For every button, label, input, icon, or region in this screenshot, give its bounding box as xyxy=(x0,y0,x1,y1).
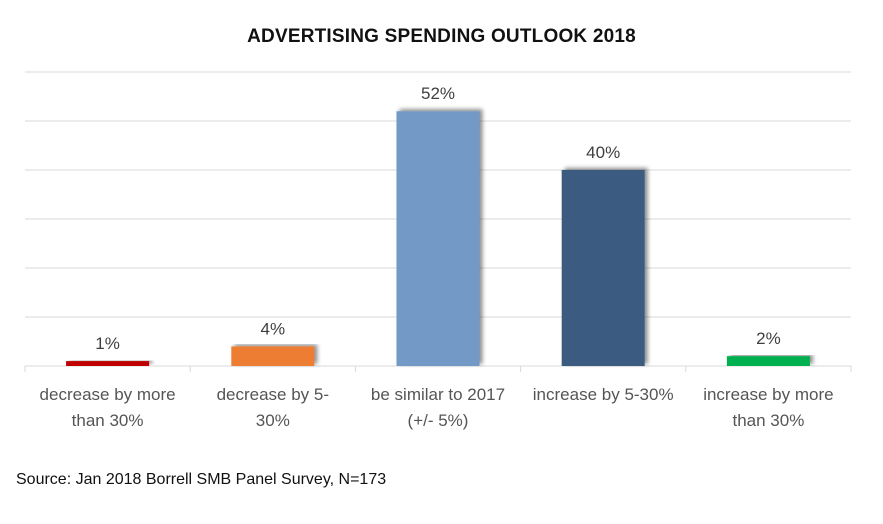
x-tick-label: be similar to 2017 (+/- 5%) xyxy=(370,385,506,430)
x-tick-label: decrease by more than 30% xyxy=(39,385,176,430)
bar xyxy=(726,356,810,366)
data-label: 4% xyxy=(261,319,286,338)
bar xyxy=(231,346,315,366)
x-tick-label: increase by 5-30% xyxy=(532,385,674,404)
data-label: 52% xyxy=(421,84,455,103)
data-label: 1% xyxy=(95,334,120,353)
bar xyxy=(561,170,645,366)
chart-title: ADVERTISING SPENDING OUTLOOK 2018 xyxy=(247,26,636,47)
x-tick-label: increase by more than 30% xyxy=(703,385,834,430)
x-tick-label: decrease by 5- 30% xyxy=(216,385,330,430)
source-note: Source: Jan 2018 Borrell SMB Panel Surve… xyxy=(16,471,387,488)
bar xyxy=(66,361,150,366)
data-label: 2% xyxy=(756,329,781,348)
bar xyxy=(396,111,480,366)
data-label: 40% xyxy=(586,143,620,162)
